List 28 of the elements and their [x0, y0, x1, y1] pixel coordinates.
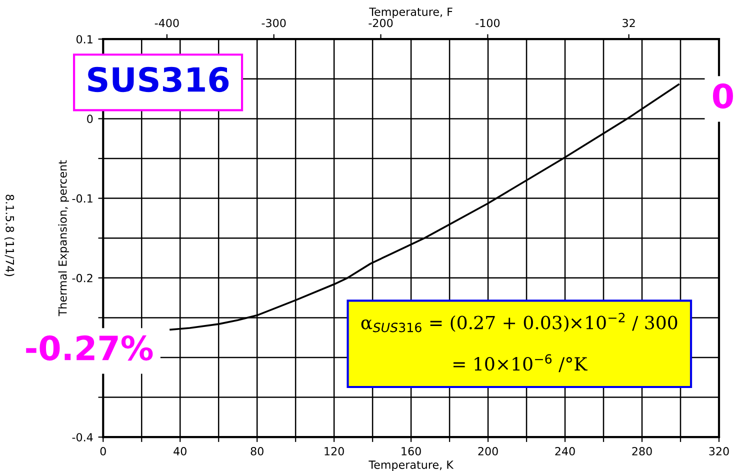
- annotation: SUS316: [88, 66, 229, 92]
- x-tick-label: 320: [709, 447, 729, 456]
- annotation: -0.27%: [26, 335, 153, 361]
- x-tick-label: 280: [632, 447, 652, 456]
- x-tick-label: 160: [402, 447, 421, 456]
- x2-tick-label: -300: [262, 18, 286, 28]
- text: 8.1.5.8 (11/74): [4, 194, 14, 276]
- x-tick-label: 120: [324, 447, 344, 456]
- x-tick-label: 240: [555, 447, 575, 456]
- y-tick-label: -0.2: [72, 274, 92, 282]
- y-tick-label: -0.4: [72, 433, 93, 442]
- y-tick-label: -0.1: [72, 194, 92, 203]
- x-axis-title: Temperature, K: [368, 460, 454, 471]
- annotation: α$_{SUS316}$ = (0.27 + 0.03)×10$^{−2}$ / 300: [361, 312, 678, 332]
- annotation: 0: [712, 83, 733, 109]
- y-axis-title: Thermal Expansion, percent: [58, 160, 69, 316]
- y-tick-label: 0: [87, 114, 93, 124]
- x2-axis-title: Temperature, F: [369, 8, 452, 18]
- annotation: = 10×10$^{−6}$ /°K: [454, 354, 588, 372]
- x2-tick-label: 32: [622, 18, 635, 28]
- x2-tick-label: -400: [154, 18, 179, 28]
- x-tick-label: 40: [174, 447, 186, 456]
- x-tick-label: 80: [250, 447, 264, 456]
- y-tick-label: 0.1: [76, 35, 92, 44]
- x2-tick-label: -200: [368, 18, 393, 28]
- x2-tick-label: -100: [476, 18, 500, 28]
- x-tick-label: 200: [478, 447, 498, 456]
- x-tick-label: 0: [100, 447, 106, 456]
